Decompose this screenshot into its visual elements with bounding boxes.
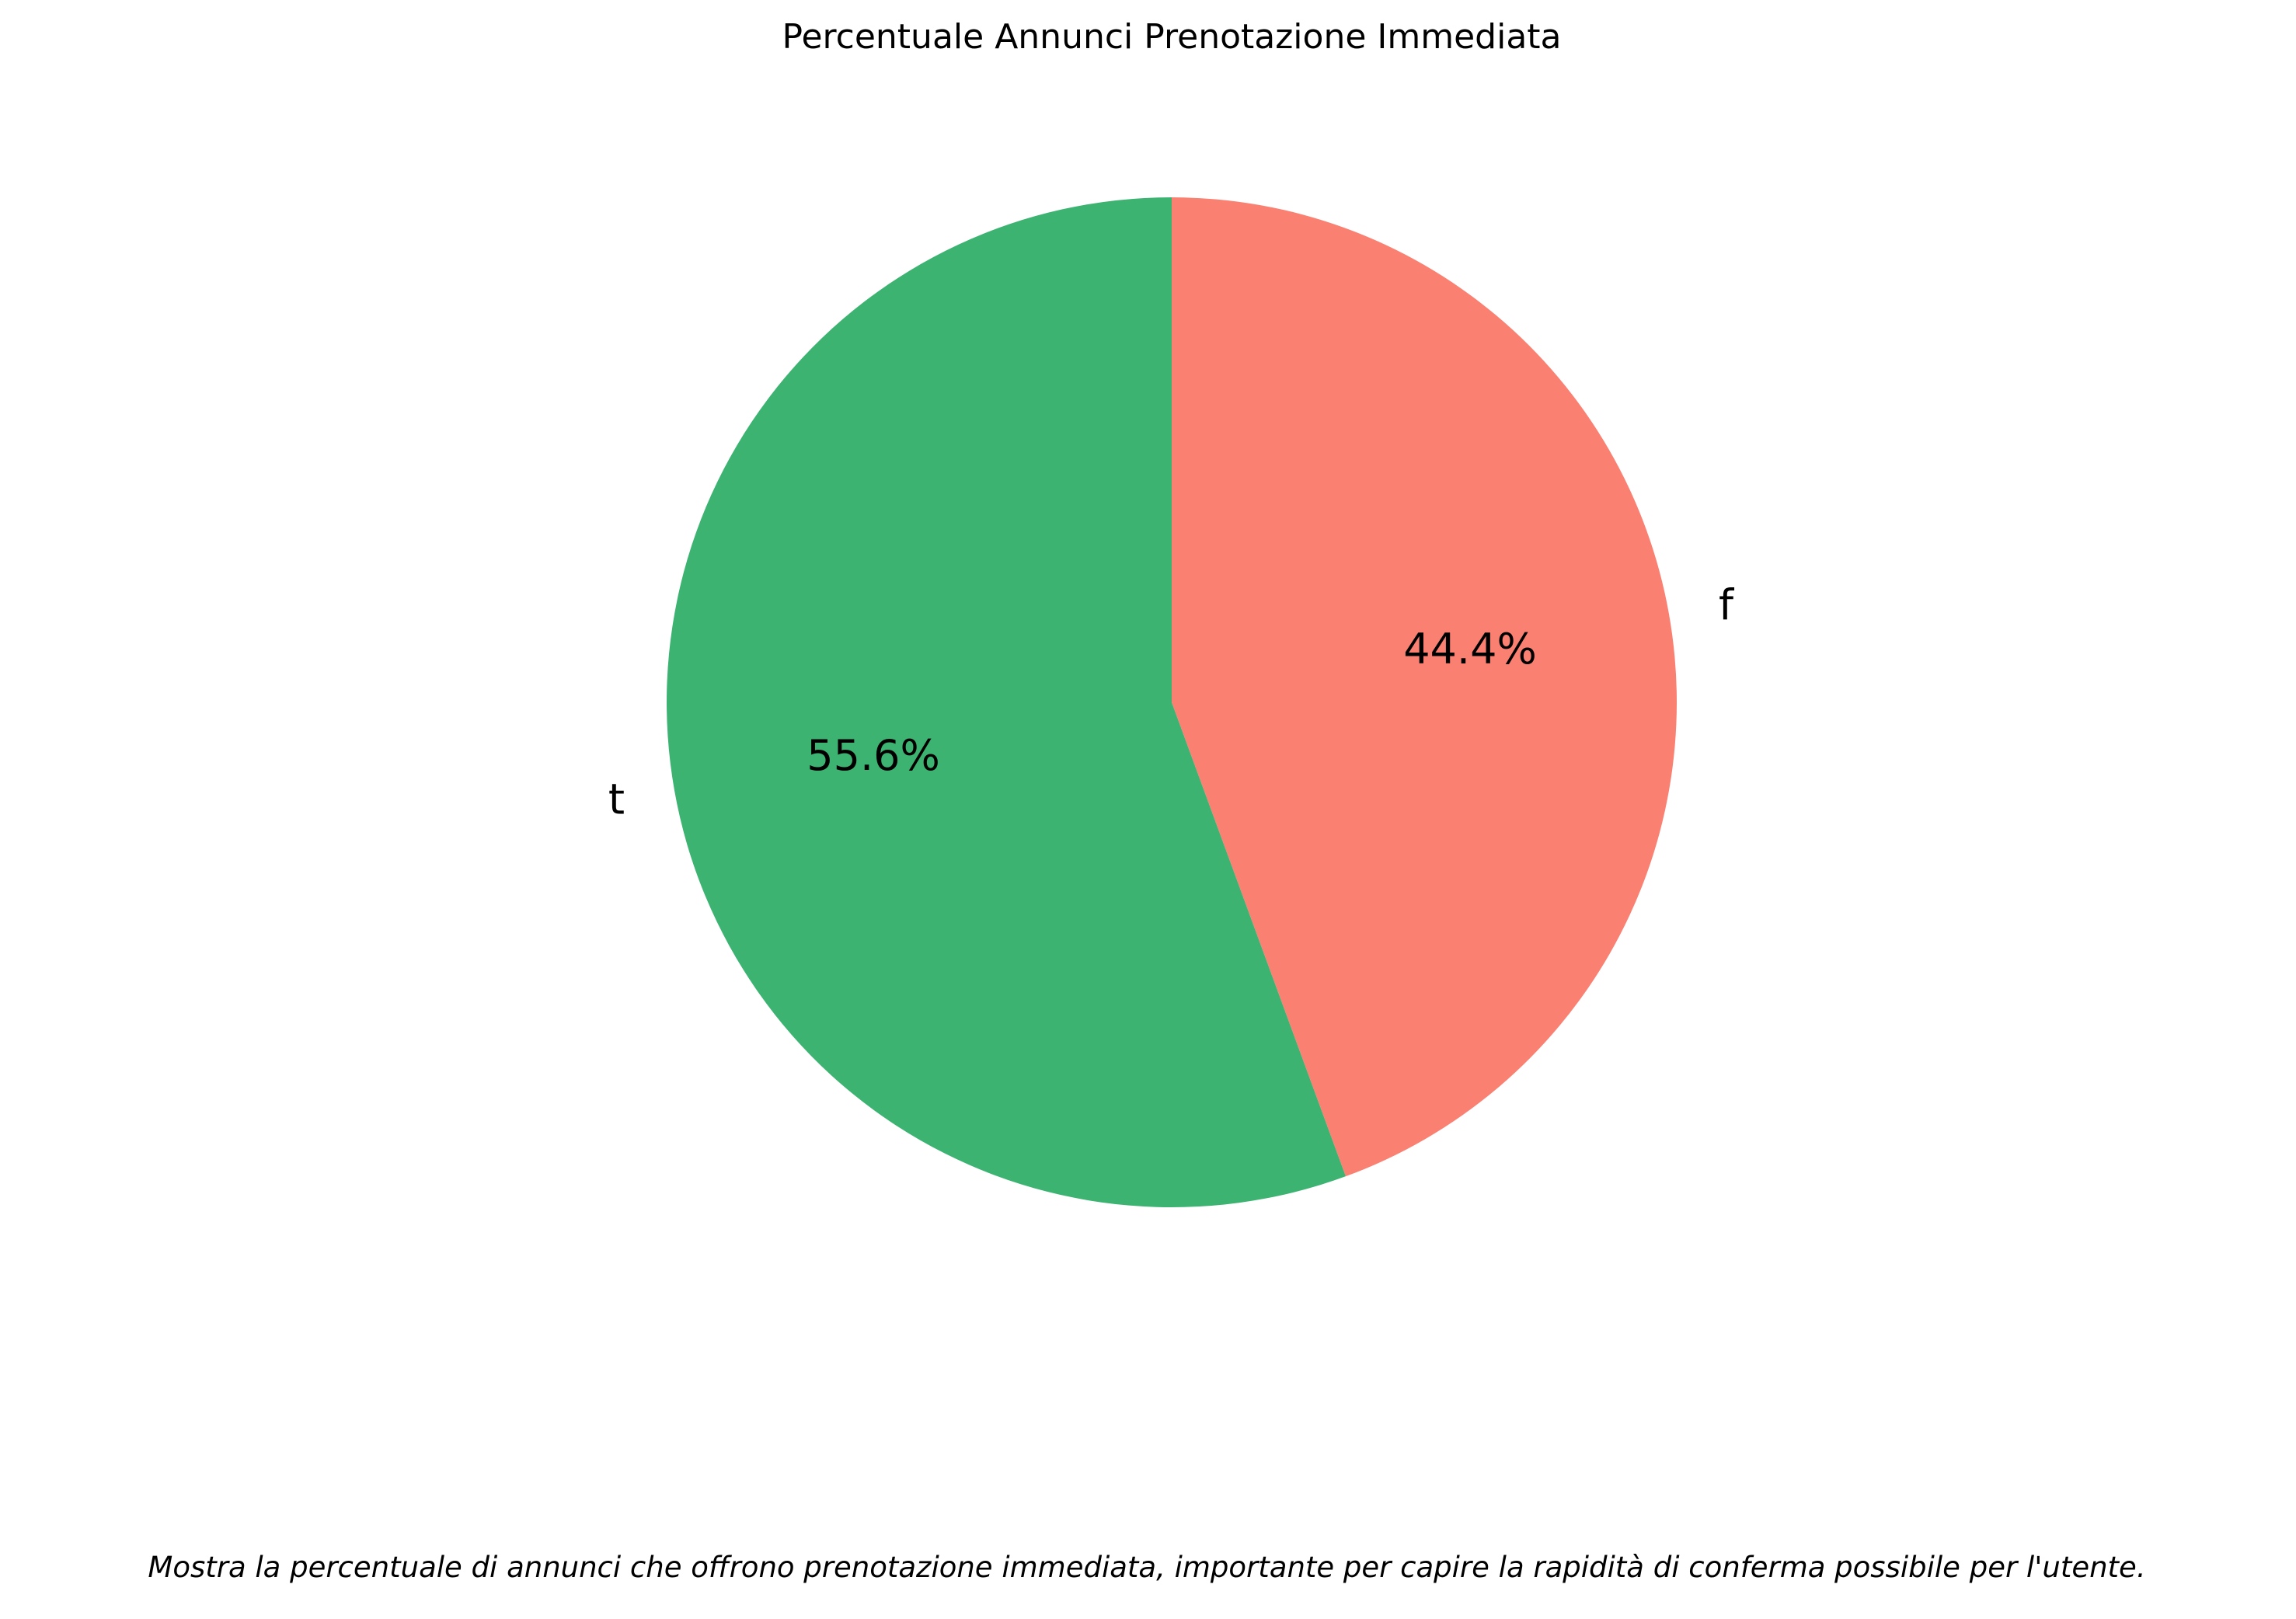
pie-slice-f: [1172, 197, 1678, 1177]
pie-category-label-f: f: [1719, 580, 1735, 629]
pie-category-label-t: t: [608, 775, 625, 824]
pie-slice-t: [667, 197, 1347, 1207]
pie-pct-label-t: 55.6%: [807, 731, 940, 780]
pie-labels: 55.6% t 44.4% f: [608, 580, 1735, 823]
pie: [667, 197, 1678, 1207]
chart-title: Percentuale Annunci Prenotazione Immedia…: [782, 17, 1562, 57]
chart-caption: Mostra la percentuale di annunci che off…: [148, 1551, 2145, 1584]
pie-pct-label-f: 44.4%: [1403, 625, 1537, 674]
